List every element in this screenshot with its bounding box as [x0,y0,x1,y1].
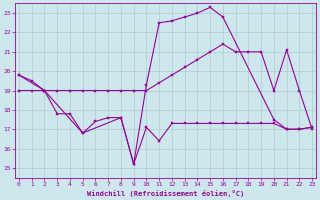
X-axis label: Windchill (Refroidissement éolien,°C): Windchill (Refroidissement éolien,°C) [87,190,244,197]
